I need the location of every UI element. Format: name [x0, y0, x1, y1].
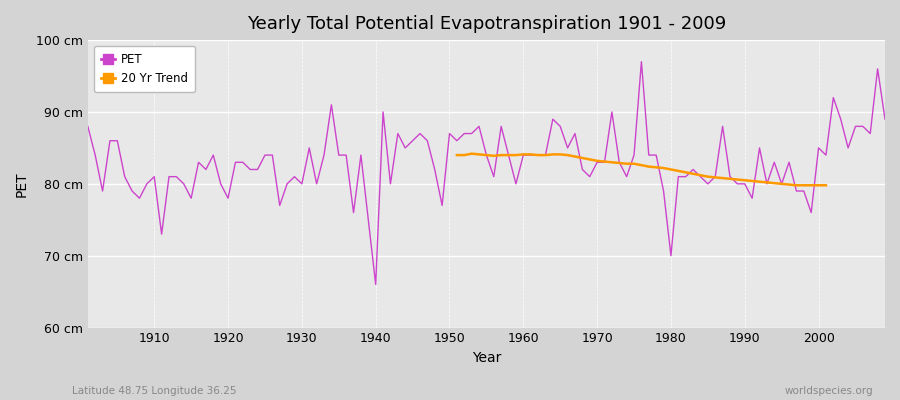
Text: worldspecies.org: worldspecies.org [785, 386, 873, 396]
Title: Yearly Total Potential Evapotranspiration 1901 - 2009: Yearly Total Potential Evapotranspiratio… [247, 15, 726, 33]
Legend: PET, 20 Yr Trend: PET, 20 Yr Trend [94, 46, 195, 92]
Y-axis label: PET: PET [15, 171, 29, 197]
Text: Latitude 48.75 Longitude 36.25: Latitude 48.75 Longitude 36.25 [72, 386, 237, 396]
X-axis label: Year: Year [472, 351, 501, 365]
